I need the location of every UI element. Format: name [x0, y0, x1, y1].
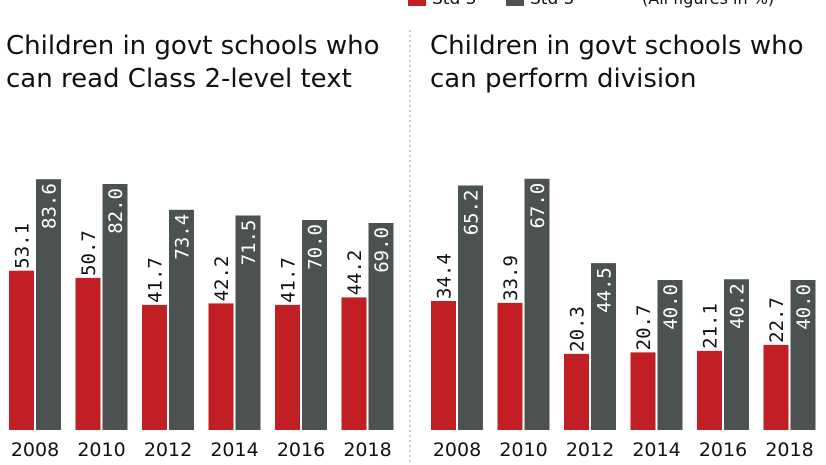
- year-label-2010: 2010: [499, 439, 547, 461]
- year-label-2018: 2018: [765, 439, 813, 461]
- year-label-2012: 2012: [144, 439, 192, 461]
- bar-std3-2012: [564, 353, 589, 430]
- value-label-std5-2008: 65.2: [461, 190, 483, 236]
- year-label-2010: 2010: [77, 439, 125, 461]
- legend-label-std3: Std 3: [432, 0, 476, 9]
- value-label-std3-2014: 20.7: [633, 305, 655, 351]
- legend-swatch-std5: [506, 0, 524, 6]
- value-label-std5-2012: 73.4: [172, 214, 194, 260]
- bar-std3-2008: [431, 301, 456, 430]
- value-label-std3-2012: 20.3: [567, 306, 589, 352]
- chart-panel-division: Children in govt schools who can perform…: [430, 31, 816, 461]
- legend-note: (All figures in %): [642, 0, 774, 8]
- bar-std5-2012: [591, 263, 616, 430]
- bar-std3-2010: [497, 302, 523, 430]
- value-label-std3-2018: 22.7: [766, 297, 788, 343]
- value-label-std5-2010: 82.0: [105, 188, 127, 234]
- value-label-std5-2008: 83.6: [39, 183, 61, 229]
- year-label-2014: 2014: [210, 439, 258, 461]
- year-label-2018: 2018: [343, 439, 391, 461]
- value-label-std5-2016: 40.2: [727, 283, 749, 329]
- value-label-std3-2008: 34.4: [434, 253, 456, 299]
- value-label-std5-2018: 40.0: [793, 284, 815, 330]
- legend-label-std5: Std 5: [530, 0, 574, 9]
- bar-std5-2014: [657, 280, 683, 430]
- value-label-std5-2012: 44.5: [594, 267, 616, 313]
- chart-title-division-line2: can perform division: [430, 64, 697, 94]
- chart-panel-reading: Children in govt schools who can read Cl…: [6, 31, 394, 461]
- bar-std3-2014: [208, 303, 234, 430]
- bar-std5-2008: [458, 185, 483, 430]
- value-label-std3-2018: 44.2: [344, 250, 366, 296]
- legend-swatch-std3: [408, 0, 426, 6]
- value-label-std3-2014: 42.2: [211, 256, 233, 302]
- bar-std5-2014: [235, 215, 261, 430]
- value-label-std5-2010: 67.0: [527, 183, 549, 229]
- bar-std5-2012: [169, 209, 194, 430]
- bar-std3-2018: [341, 297, 367, 430]
- year-label-2014: 2014: [632, 439, 680, 461]
- bar-std3-2016: [697, 350, 722, 430]
- legend: Std 3 Std 5 (All figures in %): [408, 0, 774, 9]
- bar-std3-2014: [630, 352, 656, 430]
- year-label-2016: 2016: [277, 439, 325, 461]
- bar-std3-2018: [763, 344, 789, 430]
- value-label-std3-2016: 41.7: [278, 257, 300, 303]
- value-label-std3-2008: 53.1: [12, 223, 34, 269]
- value-label-std3-2012: 41.7: [145, 257, 167, 303]
- chart-title-division-line1: Children in govt schools who: [430, 31, 803, 61]
- value-label-std3-2010: 50.7: [78, 230, 100, 276]
- chart-title-reading-line2: can read Class 2-level text: [6, 64, 352, 94]
- year-label-2008: 2008: [433, 439, 481, 461]
- value-label-std3-2016: 21.1: [700, 303, 722, 349]
- value-label-std5-2014: 40.0: [660, 284, 682, 330]
- bar-std5-2010: [102, 184, 128, 430]
- value-label-std5-2014: 71.5: [238, 220, 260, 266]
- bar-std5-2018: [790, 280, 816, 430]
- bar-std3-2010: [75, 277, 101, 430]
- value-label-std3-2010: 33.9: [500, 255, 522, 301]
- bar-std3-2008: [9, 270, 34, 430]
- bar-std5-2018: [368, 223, 394, 430]
- chart-title-reading-line1: Children in govt schools who: [6, 31, 379, 61]
- value-label-std5-2018: 69.0: [371, 227, 393, 273]
- bar-std5-2008: [36, 179, 61, 430]
- bar-std3-2012: [142, 304, 167, 430]
- year-label-2012: 2012: [566, 439, 614, 461]
- bar-std5-2010: [524, 178, 550, 430]
- bar-std5-2016: [724, 279, 749, 430]
- year-label-2008: 2008: [11, 439, 59, 461]
- year-label-2016: 2016: [699, 439, 747, 461]
- bar-std3-2016: [275, 304, 300, 430]
- bar-std5-2016: [302, 220, 327, 430]
- value-label-std5-2016: 70.0: [305, 224, 327, 270]
